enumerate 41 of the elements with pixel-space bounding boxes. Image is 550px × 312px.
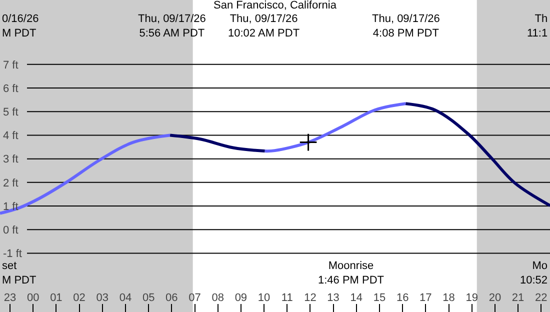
y-tick-label: 6 ft	[3, 82, 18, 95]
x-tick-label: 23	[4, 292, 16, 304]
x-tick-label: 18	[442, 292, 455, 304]
x-tick-label: 00	[26, 292, 40, 304]
x-tick-label: 16	[396, 292, 409, 304]
x-tick-label: 10	[258, 292, 270, 304]
x-tick-label: 13	[327, 292, 340, 304]
x-tick-label: 04	[119, 292, 132, 304]
x-tick-label: 19	[466, 292, 478, 304]
x-tick-label: 17	[420, 292, 432, 304]
chart-title: San Francisco, California	[214, 0, 338, 12]
annotation: Mo 10:52	[520, 260, 548, 286]
annotation: set M PDT	[2, 260, 36, 286]
x-tick-label: 12	[304, 292, 316, 304]
x-tick-label: 03	[96, 292, 109, 304]
annotation: 0/16/26 M PDT	[2, 13, 39, 40]
y-tick-label: -1 ft	[3, 248, 22, 260]
annotation: Th 11:1	[527, 13, 548, 40]
y-tick-label: 5 ft	[3, 106, 18, 118]
x-tick-label: 20	[488, 292, 502, 304]
x-tick-label: 21	[512, 292, 524, 304]
annotation: Thu, 09/17/26 5:56 AM PDT	[138, 13, 206, 40]
annotation: Thu, 09/17/26 4:08 PM PDT	[372, 13, 440, 40]
y-tick-label: 3 ft	[3, 154, 18, 166]
x-tick-label: 06	[166, 292, 178, 304]
y-tick-label: 2 ft	[3, 177, 18, 190]
x-tick-label: 15	[373, 292, 386, 304]
x-tick-label: 07	[188, 292, 201, 304]
y-tick-label: 0 ft	[3, 224, 18, 236]
x-tick-label: 08	[212, 292, 224, 304]
x-tick-label: 14	[350, 292, 363, 304]
annotation: Thu, 09/17/26 10:02 AM PDT	[228, 13, 300, 40]
x-tick-label: 09	[234, 292, 248, 304]
y-tick-label: 4 ft	[3, 130, 18, 142]
x-tick-label: 22	[535, 292, 548, 304]
x-tick-label: 02	[73, 292, 86, 304]
x-tick-label: 05	[142, 292, 155, 304]
x-tick-label: 11	[281, 292, 293, 304]
y-tick-label: 7 ft	[3, 59, 18, 72]
annotation: Moonrise 1:46 PM PDT	[318, 260, 384, 286]
x-tick-label: 01	[50, 292, 62, 304]
